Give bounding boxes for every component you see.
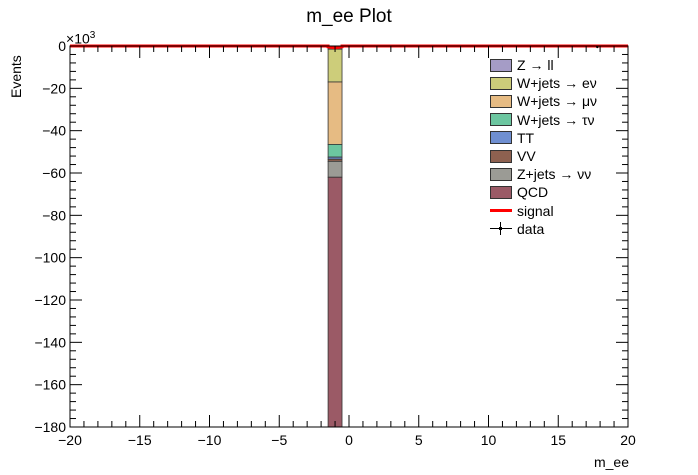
x-axis-label: m_ee (593, 454, 629, 470)
y-tick-label: −160 (34, 377, 66, 393)
bar-segment-3 (327, 144, 343, 158)
legend-label: TT (517, 129, 535, 146)
y-axis-multiplier: ×103 (66, 30, 96, 47)
y-axis-ticks: 0 −20 −40 −60 −80 −100 −120 −140 −160 −180 (34, 38, 628, 435)
legend-item: data (490, 220, 597, 238)
legend: Z → ll W+jets → eν W+jets → μν W+jets → τν T… (490, 56, 597, 238)
x-tick-label: 10 (481, 432, 497, 448)
signal-line-swatch (490, 209, 512, 213)
stack-bars (327, 45, 343, 428)
legend-swatch (490, 76, 512, 90)
legend-swatch (490, 149, 512, 163)
x-axis-ticks: −20 −15 −10 −5 0 5 10 15 20 (58, 46, 636, 448)
legend-swatch-data (490, 222, 512, 236)
legend-label: Z+jets → νν (517, 166, 592, 183)
legend-swatch (490, 185, 512, 199)
legend-item: W+jets → τν (490, 111, 597, 129)
legend-item: Z+jets → νν (490, 165, 597, 183)
legend-label: W+jets → eν (517, 75, 597, 92)
y-tick-label: −80 (42, 207, 66, 223)
bar-segment-1 (327, 48, 343, 83)
legend-item: W+jets → μν (490, 92, 597, 110)
legend-label: W+jets → μν (517, 93, 598, 110)
legend-item: VV (490, 147, 597, 165)
x-tick-label: −10 (198, 432, 222, 448)
y-multiplier-base: 10 (74, 30, 90, 47)
y-tick-label: 0 (58, 38, 66, 54)
x-tick-label: −5 (271, 432, 287, 448)
legend-item: signal (490, 202, 597, 220)
legend-swatch-signal (490, 204, 512, 217)
x-tick-label: −20 (58, 432, 82, 448)
y-tick-label: −100 (34, 250, 66, 266)
x-tick-label: −15 (128, 432, 152, 448)
x-tick-label: 5 (415, 432, 423, 448)
legend-item: Z → ll (490, 56, 597, 74)
y-tick-label: −180 (34, 419, 66, 435)
legend-label: W+jets → τν (517, 111, 595, 128)
y-axis-label: Events (8, 55, 24, 98)
bar-segment-2 (327, 81, 343, 145)
legend-label: data (517, 220, 545, 237)
legend-item: TT (490, 129, 597, 147)
legend-label: signal (517, 202, 554, 219)
y-tick-label: −140 (34, 334, 66, 350)
legend-swatch (490, 58, 512, 72)
y-tick-label: −20 (42, 80, 66, 96)
data-marker (499, 227, 502, 231)
y-tick-label: −40 (42, 123, 66, 139)
legend-swatch (490, 131, 512, 145)
bar-segment-7 (327, 176, 343, 428)
legend-swatch (490, 113, 512, 127)
y-tick-label: −60 (42, 165, 66, 181)
bar-segment-6 (327, 160, 343, 178)
legend-label: Z → ll (517, 57, 554, 74)
legend-label: QCD (517, 184, 549, 201)
x-tick-label: 20 (620, 432, 636, 448)
x-tick-label: 15 (550, 432, 566, 448)
legend-item: W+jets → eν (490, 74, 597, 92)
chart-title: m_ee Plot (306, 6, 392, 27)
legend-label: VV (517, 148, 536, 165)
legend-swatch (490, 167, 512, 181)
legend-item: QCD (490, 183, 597, 201)
y-multiplier-exponent: 3 (89, 30, 96, 41)
legend-swatch (490, 94, 512, 108)
y-tick-label: −120 (34, 292, 66, 308)
x-tick-label: 0 (345, 432, 353, 448)
